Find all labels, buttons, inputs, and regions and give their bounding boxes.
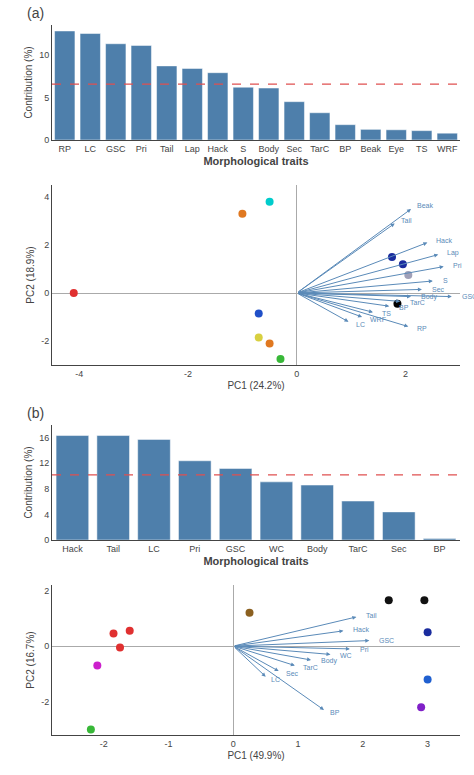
svg-text:-1: -1 xyxy=(165,739,173,749)
svg-text:TarC: TarC xyxy=(410,299,425,306)
svg-text:WRF: WRF xyxy=(370,316,386,323)
svg-text:Pri: Pri xyxy=(453,262,462,269)
svg-text:16: 16 xyxy=(39,433,49,443)
svg-text:Sec: Sec xyxy=(286,144,302,154)
svg-text:BP: BP xyxy=(330,709,340,716)
svg-text:BP: BP xyxy=(399,304,409,311)
svg-text:LC: LC xyxy=(356,321,365,328)
svg-text:TarC: TarC xyxy=(310,144,330,154)
svg-text:TS: TS xyxy=(382,310,391,317)
svg-text:2: 2 xyxy=(403,369,408,379)
svg-text:2: 2 xyxy=(44,240,49,250)
svg-text:Body: Body xyxy=(321,657,337,665)
svg-text:Pri: Pri xyxy=(360,646,369,653)
svg-text:S: S xyxy=(443,277,448,284)
svg-text:4: 4 xyxy=(44,192,49,202)
svg-text:Tail: Tail xyxy=(366,612,377,619)
svg-text:Sec: Sec xyxy=(391,544,407,554)
svg-text:LC: LC xyxy=(148,544,160,554)
svg-text:WRF: WRF xyxy=(437,144,458,154)
svg-text:GSC: GSC xyxy=(379,637,394,644)
svg-text:BP: BP xyxy=(434,544,446,554)
svg-text:Lap: Lap xyxy=(447,249,459,257)
svg-text:10: 10 xyxy=(39,50,49,60)
svg-text:PC1 (49.9%): PC1 (49.9%) xyxy=(227,750,284,761)
svg-text:0: 0 xyxy=(44,641,49,651)
svg-text:Hack: Hack xyxy=(62,544,83,554)
svg-text:GSC: GSC xyxy=(106,144,126,154)
svg-text:Tail: Tail xyxy=(106,544,120,554)
svg-text:TarC: TarC xyxy=(348,544,368,554)
svg-text:WC: WC xyxy=(340,652,352,659)
svg-text:5: 5 xyxy=(44,93,49,103)
svg-text:Tail: Tail xyxy=(401,217,412,224)
svg-text:Tail: Tail xyxy=(160,144,174,154)
svg-text:-2: -2 xyxy=(41,336,49,346)
svg-text:0: 0 xyxy=(294,369,299,379)
svg-text:Hack: Hack xyxy=(353,626,369,633)
svg-text:Contribution (%): Contribution (%) xyxy=(23,46,34,118)
svg-text:Body: Body xyxy=(421,293,437,301)
svg-text:RP: RP xyxy=(417,325,427,332)
svg-text:Pri: Pri xyxy=(136,144,147,154)
svg-text:8: 8 xyxy=(44,484,49,494)
svg-text:GSC: GSC xyxy=(462,293,474,300)
svg-text:RP: RP xyxy=(58,144,71,154)
svg-text:WC: WC xyxy=(269,544,284,554)
svg-text:Body: Body xyxy=(258,144,279,154)
svg-text:(a): (a) xyxy=(27,5,44,21)
svg-text:LC: LC xyxy=(84,144,96,154)
svg-text:Body: Body xyxy=(307,544,328,554)
svg-text:(b): (b) xyxy=(27,405,44,421)
svg-text:Hack: Hack xyxy=(436,237,452,244)
svg-text:3: 3 xyxy=(425,739,430,749)
svg-text:1: 1 xyxy=(296,739,301,749)
svg-text:Pri: Pri xyxy=(189,544,200,554)
svg-text:Beak: Beak xyxy=(417,202,433,209)
svg-text:0: 0 xyxy=(44,535,49,545)
svg-text:Sec: Sec xyxy=(286,670,299,677)
svg-text:Contribution (%): Contribution (%) xyxy=(23,446,34,518)
svg-text:S: S xyxy=(240,144,246,154)
svg-text:4: 4 xyxy=(44,510,49,520)
svg-text:PC1 (24.2%): PC1 (24.2%) xyxy=(227,380,284,391)
svg-text:-4: -4 xyxy=(75,369,83,379)
svg-text:2: 2 xyxy=(360,739,365,749)
svg-text:2: 2 xyxy=(44,586,49,596)
svg-text:TS: TS xyxy=(416,144,428,154)
svg-text:LC: LC xyxy=(271,676,280,683)
svg-text:Hack: Hack xyxy=(207,144,228,154)
svg-text:PC2 (18.9%): PC2 (18.9%) xyxy=(25,246,36,303)
svg-text:Morphological traits: Morphological traits xyxy=(203,555,308,567)
svg-text:Eye: Eye xyxy=(388,144,404,154)
svg-text:0: 0 xyxy=(44,288,49,298)
svg-text:-2: -2 xyxy=(41,697,49,707)
svg-text:-2: -2 xyxy=(100,739,108,749)
svg-text:0: 0 xyxy=(44,135,49,145)
svg-text:TarC: TarC xyxy=(303,664,318,671)
svg-text:GSC: GSC xyxy=(226,544,246,554)
svg-text:BP: BP xyxy=(339,144,351,154)
svg-text:-2: -2 xyxy=(184,369,192,379)
svg-text:Beak: Beak xyxy=(360,144,381,154)
svg-text:0: 0 xyxy=(231,739,236,749)
svg-text:Sec: Sec xyxy=(432,286,445,293)
svg-text:PC2 (16.7%): PC2 (16.7%) xyxy=(25,631,36,688)
svg-text:Morphological traits: Morphological traits xyxy=(203,155,308,167)
svg-text:12: 12 xyxy=(39,458,49,468)
svg-text:Lap: Lap xyxy=(185,144,200,154)
